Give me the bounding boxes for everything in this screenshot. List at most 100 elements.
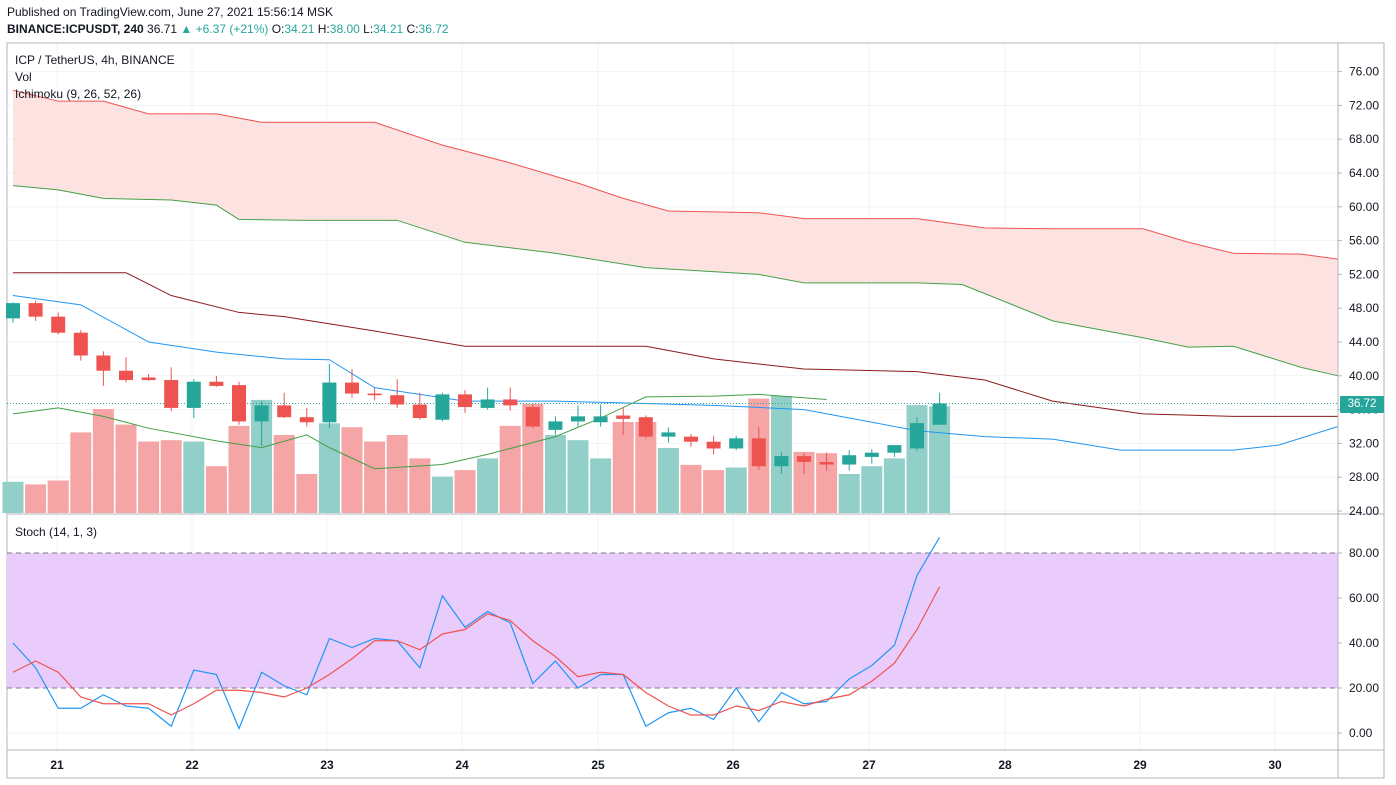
candle-body <box>186 381 201 408</box>
y-tick-label: 52.00 <box>1349 267 1379 281</box>
candle-body <box>209 381 224 386</box>
candle-body <box>842 455 857 465</box>
stoch-y-tick-label: 0.00 <box>1349 726 1373 740</box>
candle-body <box>322 382 337 423</box>
volume-bar <box>544 435 566 513</box>
stoch-lines <box>12 536 941 731</box>
volume-bar <box>793 451 815 513</box>
up-arrow-icon: ▲ <box>180 22 193 36</box>
volume-bar <box>454 470 476 513</box>
candle-body <box>797 456 811 462</box>
candle-body <box>887 445 902 453</box>
candle-body <box>910 423 924 449</box>
volume-bar <box>228 425 250 513</box>
candle-body <box>774 456 789 467</box>
candle-body <box>164 380 179 408</box>
kijun-line <box>13 272 1339 425</box>
symbol-info-line: BINANCE:ICPUSDT, 240 36.71 ▲ +6.37 (+21%… <box>7 22 449 36</box>
candle-body <box>729 438 744 449</box>
cloud-fill <box>13 90 1338 424</box>
volume-bar <box>70 432 92 513</box>
symbol-name: BINANCE:ICPUSDT, 240 <box>7 22 144 36</box>
candle-body <box>232 385 246 422</box>
x-tick-label: 24 <box>455 758 469 772</box>
volume-bar <box>25 484 47 513</box>
candle-body <box>299 417 314 423</box>
volume-bar <box>2 481 24 513</box>
volume-bar <box>431 476 453 513</box>
volume-bars <box>2 396 951 513</box>
candle-body <box>932 403 947 425</box>
volume-bar <box>861 466 883 513</box>
volume-bar <box>318 423 340 513</box>
volume-bar <box>838 474 860 513</box>
volume-bar <box>680 464 702 513</box>
volume-bar <box>160 440 182 513</box>
candle-body <box>390 395 405 405</box>
y-tick-label: 64.00 <box>1349 166 1379 180</box>
stoch-y-tick-label: 60.00 <box>1349 591 1379 605</box>
candle-body <box>571 416 585 422</box>
legend-ichimoku[interactable]: Ichimoku (9, 26, 52, 26) <box>15 87 142 101</box>
y-tick-label: 28.00 <box>1349 470 1379 484</box>
y-tick-label: 72.00 <box>1349 98 1379 112</box>
x-tick-label: 25 <box>591 758 605 772</box>
candle-body <box>435 394 450 420</box>
volume-bar <box>477 458 499 513</box>
volume-bar <box>499 425 521 513</box>
y-tick-label: 44.00 <box>1349 335 1379 349</box>
candle-body <box>458 394 472 408</box>
published-line: Published on TradingView.com, June 27, 2… <box>7 5 333 19</box>
last-price: 36.71 <box>147 22 178 36</box>
candle-body <box>277 405 292 418</box>
candle-body <box>548 421 563 430</box>
legend-volume[interactable]: Vol <box>15 70 32 84</box>
high-label: H: <box>317 22 330 36</box>
price-change: +6.37 (+21%) <box>195 22 269 36</box>
candle-body <box>51 316 66 333</box>
candle-body <box>119 370 133 381</box>
high-value: 38.00 <box>329 22 360 36</box>
y-tick-label: 68.00 <box>1349 132 1379 146</box>
x-tick-label: 28 <box>998 758 1012 772</box>
stoch-band <box>7 552 1338 689</box>
y-tick-label: 32.00 <box>1349 436 1379 450</box>
candle-body <box>28 303 43 317</box>
y-tick-label: 60.00 <box>1349 200 1379 214</box>
candle-body <box>661 432 676 437</box>
candle-body <box>96 355 111 371</box>
low-value: 34.21 <box>373 22 404 36</box>
close-value: 36.72 <box>418 22 449 36</box>
candle-body <box>141 377 156 381</box>
y-tick-label: 48.00 <box>1349 301 1379 315</box>
candle-body <box>345 382 359 394</box>
legend-title: ICP / TetherUS, 4h, BINANCE <box>15 53 175 67</box>
volume-bar <box>296 474 318 513</box>
y-tick-label: 40.00 <box>1349 369 1379 383</box>
volume-bar <box>635 422 657 513</box>
stoch-d-line <box>12 586 941 716</box>
candle-body <box>254 405 269 422</box>
tenkan-line <box>12 295 1339 451</box>
legend-stoch[interactable]: Stoch (14, 1, 3) <box>15 525 98 539</box>
chart-frame <box>6 42 1385 779</box>
lagging-span-line <box>12 393 827 470</box>
volume-bar <box>567 440 589 513</box>
y-tick-label: 76.00 <box>1349 65 1379 79</box>
candle-body <box>525 407 540 427</box>
x-tick-label: 22 <box>185 758 199 772</box>
stoch-y-tick-label: 80.00 <box>1349 546 1379 560</box>
volume-bar <box>92 409 114 513</box>
volume-bar <box>816 453 838 513</box>
candle-body <box>616 415 631 419</box>
stoch-band-fill <box>7 553 1338 688</box>
candle-body <box>638 417 653 437</box>
y-tick-label: 24.00 <box>1349 504 1379 518</box>
candle-body <box>367 393 382 396</box>
volume-bar <box>386 435 408 513</box>
stoch-y-tick-label: 40.00 <box>1349 636 1379 650</box>
volume-bar <box>115 424 137 513</box>
x-tick-label: 23 <box>320 758 334 772</box>
candle-body <box>751 438 766 467</box>
